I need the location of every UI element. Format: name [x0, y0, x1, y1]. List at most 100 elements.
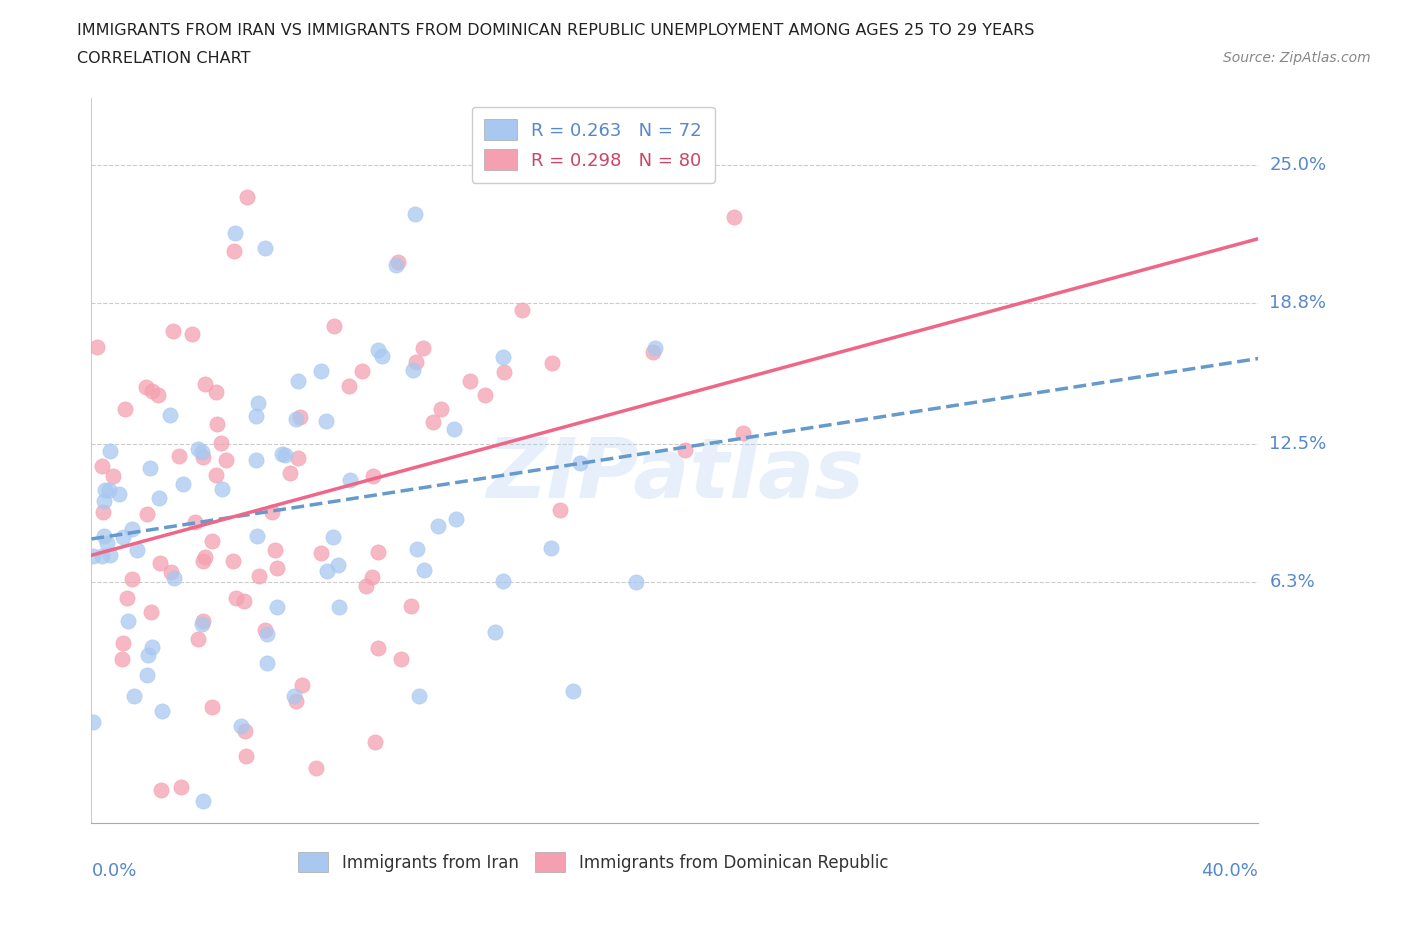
- Point: [323, 319, 346, 334]
- Point: [626, 575, 648, 590]
- Text: CORRELATION CHART: CORRELATION CHART: [77, 51, 250, 66]
- Point: [122, 688, 145, 703]
- Point: [354, 578, 377, 593]
- Point: [201, 534, 224, 549]
- Point: [191, 450, 214, 465]
- Point: [254, 240, 277, 255]
- Point: [211, 482, 233, 497]
- Point: [111, 529, 134, 544]
- Text: IMMIGRANTS FROM IRAN VS IMMIGRANTS FROM DOMINICAN REPUBLIC UNEMPLOYMENT AMONG AG: IMMIGRANTS FROM IRAN VS IMMIGRANTS FROM …: [77, 23, 1035, 38]
- Point: [256, 656, 278, 671]
- Point: [91, 458, 114, 473]
- Point: [389, 652, 412, 667]
- Point: [162, 570, 184, 585]
- Point: [205, 385, 228, 400]
- Point: [247, 395, 270, 410]
- Point: [135, 667, 157, 682]
- Point: [262, 505, 284, 520]
- Point: [371, 348, 394, 363]
- Point: [285, 412, 308, 427]
- Point: [494, 365, 516, 380]
- Point: [540, 540, 562, 555]
- Point: [209, 435, 232, 450]
- Point: [170, 780, 193, 795]
- Point: [413, 563, 436, 578]
- Point: [141, 604, 163, 619]
- Point: [246, 528, 269, 543]
- Point: [194, 550, 217, 565]
- Text: 18.8%: 18.8%: [1270, 294, 1326, 312]
- Point: [253, 622, 276, 637]
- Point: [141, 384, 163, 399]
- Point: [367, 545, 389, 560]
- Point: [135, 379, 157, 394]
- Point: [287, 451, 309, 466]
- Text: Source: ZipAtlas.com: Source: ZipAtlas.com: [1223, 51, 1371, 65]
- Point: [723, 210, 745, 225]
- Point: [568, 456, 591, 471]
- Point: [264, 542, 287, 557]
- Point: [426, 519, 449, 534]
- Point: [82, 549, 104, 564]
- Point: [305, 760, 328, 775]
- Point: [127, 542, 149, 557]
- Point: [541, 356, 564, 371]
- Point: [159, 407, 181, 422]
- Point: [430, 402, 453, 417]
- Point: [731, 425, 754, 440]
- Point: [474, 388, 496, 403]
- Point: [339, 472, 361, 487]
- Point: [311, 545, 333, 560]
- Point: [180, 327, 202, 342]
- Point: [233, 724, 256, 738]
- Point: [160, 565, 183, 579]
- Point: [114, 402, 136, 417]
- Point: [644, 340, 666, 355]
- Point: [328, 599, 350, 614]
- Point: [93, 483, 115, 498]
- Legend: Immigrants from Iran, Immigrants from Dominican Republic: Immigrants from Iran, Immigrants from Do…: [290, 844, 897, 880]
- Point: [270, 446, 292, 461]
- Point: [221, 553, 243, 568]
- Point: [135, 507, 157, 522]
- Point: [222, 244, 245, 259]
- Point: [309, 364, 332, 379]
- Point: [233, 593, 256, 608]
- Point: [288, 409, 311, 424]
- Point: [191, 445, 214, 459]
- Point: [364, 735, 387, 750]
- Point: [401, 599, 423, 614]
- Point: [562, 684, 585, 698]
- Point: [167, 448, 190, 463]
- Point: [422, 415, 444, 430]
- Point: [193, 794, 215, 809]
- Point: [93, 494, 115, 509]
- Point: [328, 557, 350, 572]
- Y-axis label: Unemployment Among Ages 25 to 29 years: Unemployment Among Ages 25 to 29 years: [0, 293, 7, 628]
- Point: [224, 226, 246, 241]
- Point: [191, 613, 214, 628]
- Point: [446, 512, 468, 526]
- Point: [148, 388, 170, 403]
- Point: [443, 421, 465, 436]
- Point: [149, 555, 172, 570]
- Point: [412, 340, 434, 355]
- Point: [643, 345, 665, 360]
- Point: [675, 443, 697, 458]
- Point: [91, 505, 114, 520]
- Point: [405, 354, 427, 369]
- Point: [247, 568, 270, 583]
- Point: [193, 553, 215, 568]
- Point: [405, 542, 427, 557]
- Point: [278, 466, 301, 481]
- Point: [484, 624, 506, 639]
- Point: [339, 379, 361, 393]
- Point: [148, 491, 170, 506]
- Point: [245, 409, 267, 424]
- Point: [283, 688, 305, 703]
- Point: [219, 28, 242, 43]
- Point: [191, 617, 214, 631]
- Point: [361, 570, 384, 585]
- Point: [225, 591, 247, 605]
- Point: [266, 560, 288, 575]
